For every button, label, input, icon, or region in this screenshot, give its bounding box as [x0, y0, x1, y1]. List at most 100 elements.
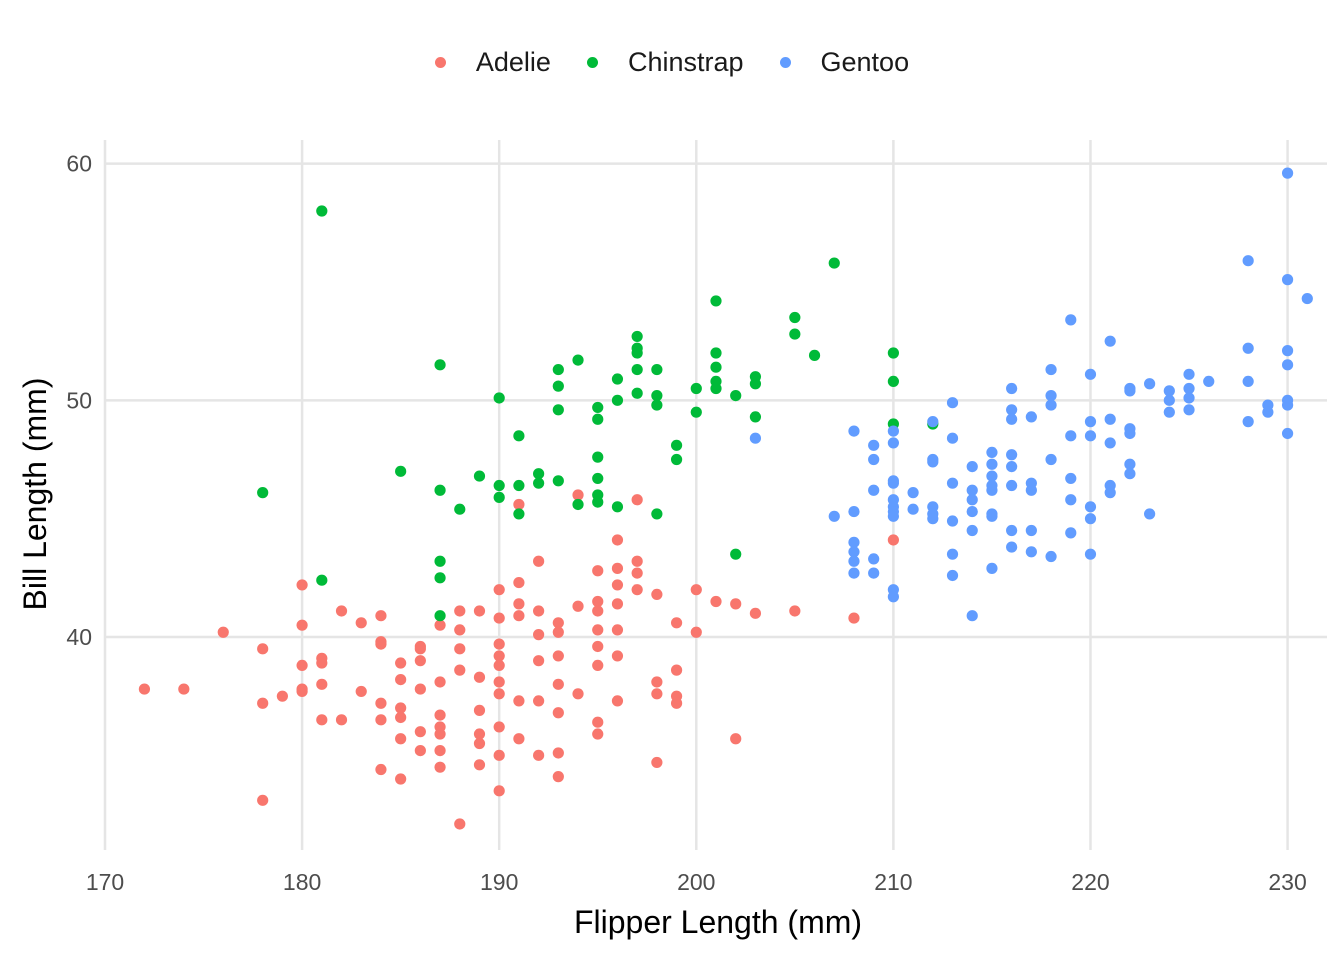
data-point-chinstrap — [434, 572, 446, 584]
data-point-gentoo — [1124, 458, 1136, 470]
data-point-gentoo — [848, 425, 860, 437]
data-point-adelie — [533, 605, 545, 617]
data-point-gentoo — [1045, 363, 1057, 376]
data-point-adelie — [296, 619, 308, 631]
data-point-chinstrap — [808, 349, 821, 361]
data-point-chinstrap — [789, 311, 801, 324]
data-point-gentoo — [887, 591, 899, 603]
data-point-chinstrap — [533, 468, 545, 480]
data-point-chinstrap — [395, 465, 407, 477]
data-point-adelie — [257, 794, 269, 806]
data-point-gentoo — [946, 397, 959, 409]
data-point-adelie — [257, 643, 269, 655]
data-point-adelie — [592, 716, 604, 728]
data-point-adelie — [296, 659, 308, 672]
data-point-adelie — [493, 659, 505, 672]
data-point-adelie — [493, 638, 505, 650]
data-point-adelie — [493, 688, 505, 700]
data-point-adelie — [473, 704, 486, 716]
data-point-adelie — [414, 683, 426, 695]
data-point-gentoo — [1281, 274, 1294, 286]
data-point-gentoo — [946, 477, 959, 489]
data-point-gentoo — [1144, 378, 1156, 390]
data-point-adelie — [434, 745, 446, 757]
data-point-gentoo — [946, 432, 959, 444]
data-point-chinstrap — [631, 387, 643, 399]
data-point-gentoo — [1006, 541, 1018, 553]
data-point-adelie — [552, 678, 564, 690]
data-point-chinstrap — [611, 394, 624, 406]
data-point-adelie — [592, 595, 604, 608]
data-point-gentoo — [1025, 546, 1037, 558]
data-point-gentoo — [986, 458, 998, 470]
data-point-adelie — [552, 707, 564, 719]
data-point-adelie — [592, 565, 604, 577]
data-point-gentoo — [946, 569, 959, 582]
data-point-gentoo — [749, 432, 762, 444]
data-point-gentoo — [1006, 404, 1018, 416]
data-point-chinstrap — [710, 382, 722, 395]
data-point-adelie — [296, 579, 308, 591]
data-point-adelie — [335, 605, 348, 617]
data-point-gentoo — [1104, 487, 1116, 499]
data-point-chinstrap — [690, 406, 702, 418]
y-tick-label: 40 — [66, 624, 92, 650]
data-point-adelie — [493, 650, 505, 662]
data-point-gentoo — [887, 437, 899, 449]
data-point-adelie — [631, 494, 643, 506]
data-point-chinstrap — [572, 498, 584, 511]
data-point-adelie — [552, 747, 564, 759]
data-point-adelie — [690, 626, 702, 638]
legend-item-gentoo: Gentoo — [779, 47, 909, 78]
data-point-gentoo — [946, 515, 959, 527]
data-point-adelie — [414, 655, 426, 667]
data-point-adelie — [572, 489, 584, 501]
data-point-adelie — [513, 733, 525, 745]
data-point-adelie — [454, 643, 466, 655]
data-point-adelie — [454, 605, 466, 617]
data-point-adelie — [592, 624, 604, 636]
data-point-adelie — [592, 605, 604, 617]
data-point-chinstrap — [592, 451, 604, 463]
data-point-chinstrap — [651, 399, 663, 411]
x-axis-title: Flipper Length (mm) — [574, 904, 862, 940]
data-point-gentoo — [1183, 382, 1195, 395]
legend-item-chinstrap: Chinstrap — [586, 47, 744, 78]
data-point-gentoo — [868, 567, 880, 579]
data-point-adelie — [257, 697, 269, 709]
data-point-adelie — [316, 657, 328, 669]
data-point-adelie — [651, 588, 663, 601]
data-point-chinstrap — [434, 359, 446, 371]
data-point-gentoo — [1183, 404, 1195, 416]
data-point-adelie — [454, 664, 466, 676]
data-point-chinstrap — [710, 295, 722, 307]
data-point-gentoo — [868, 439, 880, 451]
data-point-chinstrap — [749, 411, 762, 423]
data-point-chinstrap — [611, 373, 624, 385]
data-point-chinstrap — [257, 487, 269, 499]
tick-labels: 170 180 190 200 210 220 230 40 50 60 — [66, 151, 1306, 895]
data-point-adelie — [592, 659, 604, 672]
data-point-gentoo — [946, 548, 959, 560]
x-tick-label: 230 — [1268, 869, 1306, 895]
data-point-adelie — [730, 733, 742, 745]
data-point-adelie — [296, 685, 308, 698]
data-point-adelie — [670, 617, 683, 629]
data-point-adelie — [493, 612, 505, 624]
data-point-adelie — [651, 676, 663, 688]
legend-marker-chinstrap — [586, 56, 598, 68]
data-point-chinstrap — [670, 439, 683, 451]
data-point-adelie — [611, 579, 624, 591]
data-point-chinstrap — [828, 257, 840, 269]
x-tick-label: 200 — [677, 869, 715, 895]
data-point-chinstrap — [651, 390, 663, 402]
data-point-gentoo — [1084, 513, 1097, 525]
data-point-adelie — [355, 685, 367, 698]
series-adelie — [138, 489, 899, 830]
data-point-chinstrap — [434, 555, 446, 567]
data-point-gentoo — [848, 567, 860, 579]
data-point-adelie — [592, 728, 604, 740]
data-point-adelie — [375, 697, 387, 709]
data-point-gentoo — [1124, 427, 1136, 440]
